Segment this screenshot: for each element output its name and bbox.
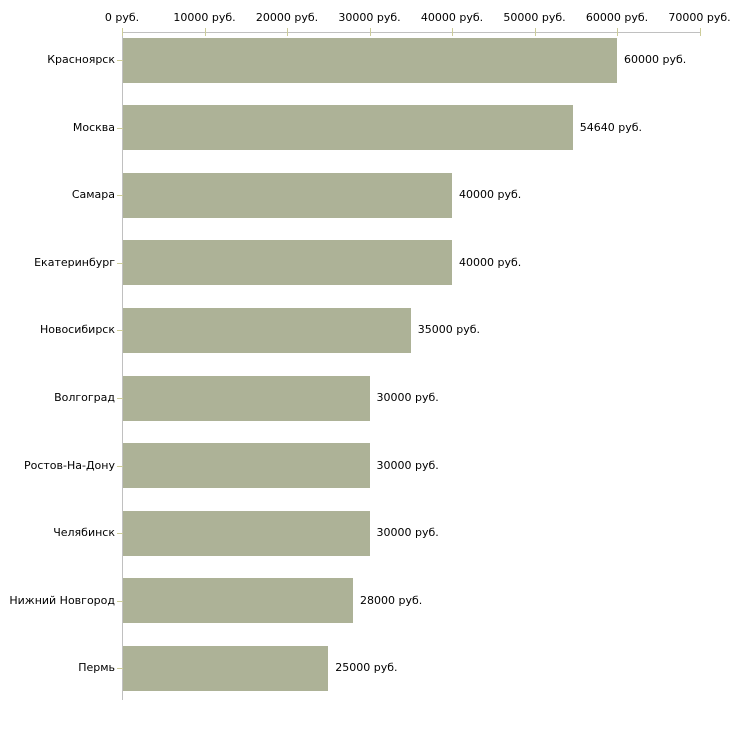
bar xyxy=(123,510,370,556)
bar-value-label: 54640 руб. xyxy=(579,120,643,134)
bar xyxy=(123,443,370,489)
bar-value-label: 25000 руб. xyxy=(335,661,398,675)
x-axis-tick-label: 40000 руб. xyxy=(420,11,484,24)
bar xyxy=(123,645,329,691)
x-axis-tick xyxy=(617,28,618,36)
category-tick xyxy=(117,465,123,467)
category-label: Новосибирск xyxy=(39,323,115,337)
bar xyxy=(123,172,452,218)
category-label: Красноярск xyxy=(47,53,115,66)
category-label: Ростов-На-Дону xyxy=(23,458,115,472)
x-axis-tick xyxy=(287,28,288,36)
bar xyxy=(123,578,353,624)
x-axis-line xyxy=(122,32,700,33)
bar xyxy=(123,240,452,286)
category-label: Нижний Новгород xyxy=(9,593,115,607)
y-axis-line xyxy=(122,32,123,700)
category-label: Волгоград xyxy=(54,391,115,404)
x-axis-tick xyxy=(452,28,453,36)
x-axis-tick-label: 10000 руб. xyxy=(173,11,236,24)
bar-value-label: 40000 руб. xyxy=(459,255,522,269)
category-tick xyxy=(117,600,123,602)
category-label: Пермь xyxy=(78,661,115,675)
category-tick xyxy=(117,668,123,670)
x-axis-tick-label: 50000 руб. xyxy=(503,11,566,24)
bar xyxy=(123,105,573,151)
bar xyxy=(123,307,411,353)
bar-value-label: 40000 руб. xyxy=(459,188,522,202)
category-tick xyxy=(117,398,123,399)
bar-value-label: 60000 руб. xyxy=(624,53,687,66)
x-axis-tick-label: 70000 руб. xyxy=(668,11,730,24)
category-tick xyxy=(117,262,123,264)
x-axis-tick xyxy=(534,28,536,36)
category-tick xyxy=(117,127,123,129)
x-axis-tick-label: 30000 руб. xyxy=(338,11,401,24)
category-tick xyxy=(117,330,123,332)
bar-value-label: 35000 руб. xyxy=(417,323,481,337)
category-tick xyxy=(117,195,123,197)
category-label: Челябинск xyxy=(53,526,115,540)
category-label: Москва xyxy=(72,120,115,134)
bar-value-label: 30000 руб. xyxy=(376,526,439,540)
x-axis-tick-label: 60000 руб. xyxy=(585,11,649,24)
x-axis-tick xyxy=(699,28,701,36)
x-axis-tick xyxy=(204,28,206,36)
x-axis-tick xyxy=(369,28,371,36)
x-axis-tick-label: 20000 руб. xyxy=(255,11,319,24)
bar-value-label: 28000 руб. xyxy=(360,593,423,607)
bar xyxy=(123,37,617,83)
x-axis-tick-label: 0 руб. xyxy=(104,11,140,24)
bar xyxy=(123,375,370,421)
bar-value-label: 30000 руб. xyxy=(376,391,439,404)
category-label: Екатеринбург xyxy=(34,255,115,269)
bar-value-label: 30000 руб. xyxy=(376,458,439,472)
category-tick xyxy=(117,533,123,535)
category-label: Самара xyxy=(71,188,115,202)
x-axis-tick xyxy=(122,28,123,36)
category-tick xyxy=(117,60,123,61)
